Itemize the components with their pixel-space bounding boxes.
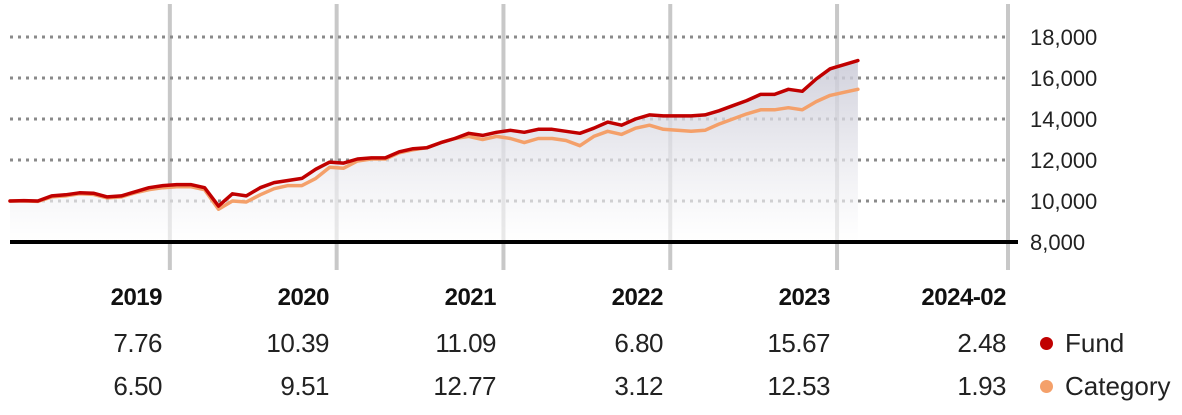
fund-return-2024-02: 2.48 <box>957 328 1006 358</box>
y-tick-label-16000: 16,000 <box>1030 66 1097 91</box>
growth-chart-svg: 18,000 16,000 14,000 12,000 10,000 8,000 <box>8 4 1097 270</box>
category-return-2021: 12.77 <box>433 371 496 401</box>
fund-return-2022: 6.80 <box>614 328 663 358</box>
fund-return-2023: 15.67 <box>767 328 830 358</box>
category-return-2022: 3.12 <box>614 371 663 401</box>
fund-return-2021: 11.09 <box>435 328 496 358</box>
category-return-2023: 12.53 <box>767 371 830 401</box>
column-header-2022: 2022 <box>611 284 664 311</box>
fund-return-2020: 10.39 <box>266 328 329 358</box>
column-header-2020: 2020 <box>277 284 330 311</box>
legend-fund-label: Fund <box>1065 328 1125 358</box>
category-return-2024-02: 1.93 <box>957 371 1006 401</box>
category-return-2020: 9.51 <box>280 371 329 401</box>
legend-fund: Fund <box>1040 328 1124 359</box>
column-header-2024-02: 2024-02 <box>921 284 1006 311</box>
legend-category: Category <box>1040 371 1171 402</box>
y-tick-label-12000: 12,000 <box>1030 148 1097 173</box>
series-line-fund <box>8 58 860 208</box>
y-tick-label-10000: 10,000 <box>1030 189 1097 214</box>
fund-return-2019: 7.76 <box>113 328 162 358</box>
legend-category-label: Category <box>1065 371 1171 401</box>
legend-fund-dot-icon <box>1040 337 1053 350</box>
column-header-2023: 2023 <box>778 284 831 311</box>
fund-area-fill <box>10 60 858 243</box>
category-return-2019: 6.50 <box>113 371 162 401</box>
y-tick-label-18000: 18,000 <box>1030 25 1097 50</box>
y-tick-label-14000: 14,000 <box>1030 107 1097 132</box>
column-header-2019: 2019 <box>110 284 163 311</box>
legend-category-dot-icon <box>1040 380 1053 393</box>
y-tick-label-8000: 8,000 <box>1030 230 1085 255</box>
column-header-2021: 2021 <box>444 284 497 311</box>
